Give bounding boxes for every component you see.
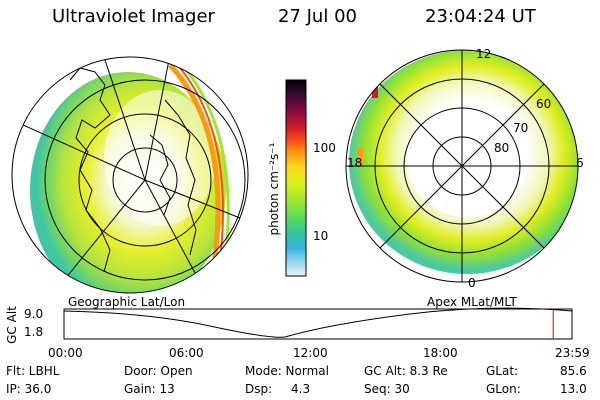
status-door: Door: Open (124, 364, 193, 378)
altitude-tick-low: 1.8 (24, 325, 44, 339)
status-filter: Flt: LBHL (6, 364, 60, 378)
status-glon-value: 13.0 (560, 382, 587, 396)
time-tick-1800: 18:00 (423, 346, 458, 360)
geographic-auroral-image (11, 56, 249, 294)
mlat-label-80: 80 (494, 141, 510, 155)
mlat-label-60: 60 (536, 97, 552, 111)
colorbar-tick-10: 10 (313, 229, 329, 243)
status-ip: IP: 36.0 (6, 382, 52, 396)
status-gain: Gain: 13 (124, 382, 175, 396)
status-glon-label: GLon: (486, 382, 521, 396)
status-dsp-value: 4.3 (291, 382, 311, 396)
mlt-label-noon: 12 (476, 47, 492, 61)
time-tick-0000: 00:00 (48, 346, 83, 360)
status-mode: Mode: Normal (245, 364, 329, 378)
colorbar-unit-label: photon cm⁻²s⁻¹ (267, 142, 281, 236)
status-glat-label: GLat: (486, 364, 519, 378)
altitude-plot-frame (63, 308, 573, 340)
altitude-plot (63, 307, 573, 340)
status-dsp-label: Dsp: (245, 382, 273, 396)
altitude-tick-high: 9.0 (24, 307, 44, 321)
intensity-colorbar (285, 79, 307, 277)
image-date: 27 Jul 00 (278, 6, 357, 27)
altitude-axis-label: GC Alt (5, 306, 19, 344)
magnetic-panel-label: Apex MLat/MLT (427, 295, 517, 309)
altitude-curve (63, 307, 573, 338)
mlt-label-dusk: 18 (347, 156, 363, 170)
mlat-label-70: 70 (513, 121, 529, 135)
geographic-panel-label: Geographic Lat/Lon (68, 295, 186, 309)
time-tick-2359: 23:59 (555, 346, 590, 360)
colorbar-tick-100: 100 (313, 141, 336, 155)
status-gc-altitude: GC Alt: 8.3 Re (364, 364, 448, 378)
time-tick-1200: 12:00 (293, 346, 328, 360)
status-glat-value: 85.6 (560, 364, 587, 378)
image-time: 23:04:24 UT (425, 6, 536, 27)
magnetic-polar-plot (345, 49, 579, 283)
instrument-title: Ultraviolet Imager (52, 6, 215, 27)
time-tick-0600: 06:00 (169, 346, 204, 360)
mlt-label-dawn: 6 (576, 156, 584, 170)
mlt-label-midnight: 0 (468, 276, 476, 290)
status-sequence: Seq: 30 (364, 382, 410, 396)
